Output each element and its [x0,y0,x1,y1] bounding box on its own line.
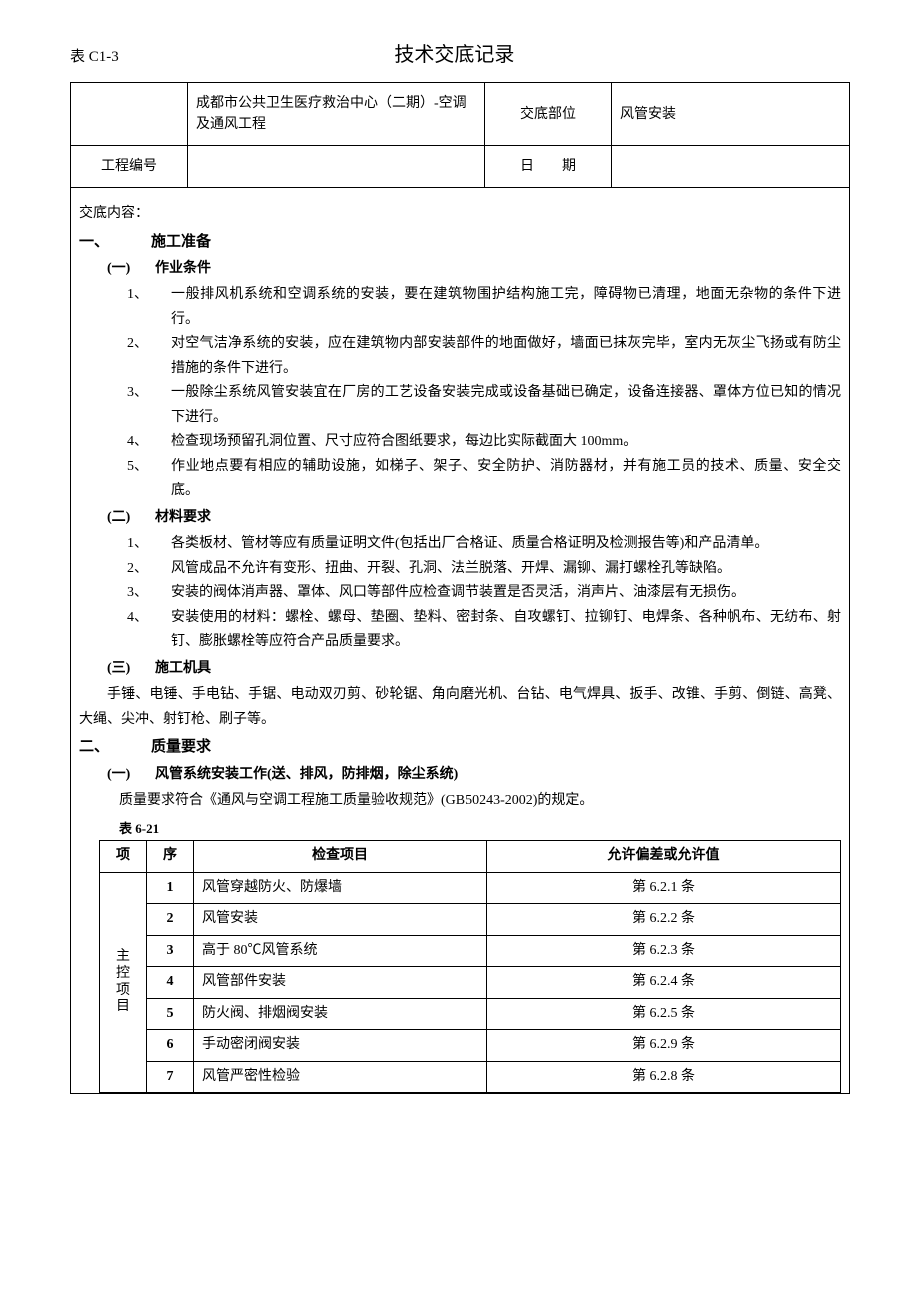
list-item-number: 2、 [127,557,171,582]
project-no-value [188,146,485,188]
value-cell: 第 6.2.5 条 [487,998,841,1030]
list-item: 4、检查现场预留孔洞位置、尺寸应符合图纸要求，每边比实际截面大 100mm。 [127,430,841,455]
sec2-1-title: 风管系统安装工作(送、排风，防排烟，除尘系统) [155,767,458,782]
section-1-3-heading: (三)施工机具 [107,657,841,682]
item-cell: 风管穿越防火、防爆墙 [194,872,487,904]
seq-cell: 2 [147,904,194,936]
inner-table-label: 表 6-21 [119,818,841,841]
sec1-2-num: (二) [107,506,155,531]
value-cell: 第 6.2.9 条 [487,1030,841,1062]
list-item-number: 4、 [127,430,171,455]
item-cell: 高于 80℃风管系统 [194,935,487,967]
section-1-2-heading: (二)材料要求 [107,506,841,531]
th-group: 项 [100,841,147,873]
sec1-2-title: 材料要求 [155,510,211,525]
list-item-number: 5、 [127,455,171,504]
list-item-text: 安装使用的材料：螺栓、螺母、垫圈、垫料、密封条、自攻螺钉、拉铆钉、电焊条、各种帆… [171,606,841,655]
table-row: 2风管安装第 6.2.2 条 [100,904,841,936]
part-value: 风管安装 [612,83,850,146]
table-row: 6手动密闭阀安装第 6.2.9 条 [100,1030,841,1062]
date-label: 日 期 [485,146,612,188]
main-table: 成都市公共卫生医疗救治中心（二期）-空调及通风工程 交底部位 风管安装 工程编号… [70,82,850,1094]
list-item-text: 检查现场预留孔洞位置、尺寸应符合图纸要求，每边比实际截面大 100mm。 [171,430,841,455]
sec1-1-num: (一) [107,257,155,282]
sec1-3-num: (三) [107,657,155,682]
list-item-number: 2、 [127,332,171,381]
list-item: 3、一般除尘系统风管安装宜在厂房的工艺设备安装完成或设备基础已确定，设备连接器、… [127,381,841,430]
quality-table: 项 序 检查项目 允许偏差或允许值 主控项目1风管穿越防火、防爆墙第 6.2.1… [99,840,841,1093]
sec2-1-num: (一) [107,763,155,788]
list-item: 4、安装使用的材料：螺栓、螺母、垫圈、垫料、密封条、自攻螺钉、拉铆钉、电焊条、各… [127,606,841,655]
list-item-text: 作业地点要有相应的辅助设施，如梯子、架子、安全防护、消防器材，并有施工员的技术、… [171,455,841,504]
doc-title: 技术交底记录 [59,40,850,70]
list-item-text: 一般除尘系统风管安装宜在厂房的工艺设备安装完成或设备基础已确定，设备连接器、罩体… [171,381,841,430]
sec2-num: 二、 [79,734,151,760]
list-item-text: 风管成品不允许有变形、扭曲、开裂、孔洞、法兰脱落、开焊、漏铆、漏打螺栓孔等缺陷。 [171,557,841,582]
th-val: 允许偏差或允许值 [487,841,841,873]
project-no-label: 工程编号 [71,146,188,188]
item-cell: 风管严密性检验 [194,1061,487,1093]
value-cell: 第 6.2.4 条 [487,967,841,999]
list-item: 3、安装的阀体消声器、罩体、风口等部件应检查调节装置是否灵活，消声片、油漆层有无… [127,581,841,606]
section-1-heading: 一、施工准备 [79,229,841,255]
date-value [612,146,850,188]
list-item-number: 1、 [127,283,171,332]
sec1-num: 一、 [79,229,151,255]
qual-para: 质量要求符合《通风与空调工程施工质量验收规范》(GB50243-2002)的规定… [119,789,841,814]
table-row: 7风管严密性检验第 6.2.8 条 [100,1061,841,1093]
content-cell: 交底内容： 一、施工准备 (一)作业条件 1、一般排风机系统和空调系统的安装，要… [71,188,850,1094]
project-name-label-cell [71,83,188,146]
value-cell: 第 6.2.1 条 [487,872,841,904]
table-row: 主控项目1风管穿越防火、防爆墙第 6.2.1 条 [100,872,841,904]
list-item-text: 一般排风机系统和空调系统的安装，要在建筑物围护结构施工完，障碍物已清理，地面无杂… [171,283,841,332]
section-2-1-heading: (一)风管系统安装工作(送、排风，防排烟，除尘系统) [107,763,841,788]
content-label: 交底内容： [79,202,841,227]
value-cell: 第 6.2.8 条 [487,1061,841,1093]
list-item: 5、作业地点要有相应的辅助设施，如梯子、架子、安全防护、消防器材，并有施工员的技… [127,455,841,504]
item-cell: 风管部件安装 [194,967,487,999]
list-item-number: 1、 [127,532,171,557]
seq-cell: 3 [147,935,194,967]
seq-cell: 7 [147,1061,194,1093]
seq-cell: 4 [147,967,194,999]
list-item-text: 安装的阀体消声器、罩体、风口等部件应检查调节装置是否灵活，消声片、油漆层有无损伤… [171,581,841,606]
list-item: 2、风管成品不允许有变形、扭曲、开裂、孔洞、法兰脱落、开焊、漏铆、漏打螺栓孔等缺… [127,557,841,582]
seq-cell: 6 [147,1030,194,1062]
value-cell: 第 6.2.3 条 [487,935,841,967]
list-item-number: 3、 [127,581,171,606]
list-item: 2、对空气洁净系统的安装，应在建筑物内部安装部件的地面做好，墙面已抹灰完毕，室内… [127,332,841,381]
sec1-1-title: 作业条件 [155,261,211,276]
seq-cell: 1 [147,872,194,904]
th-seq: 序 [147,841,194,873]
sec1-3-title: 施工机具 [155,661,211,676]
table-row: 3高于 80℃风管系统第 6.2.3 条 [100,935,841,967]
list-item: 1、各类板材、管材等应有质量证明文件(包括出厂合格证、质量合格证明及检测报告等)… [127,532,841,557]
list-item-number: 3、 [127,381,171,430]
section-2-heading: 二、质量要求 [79,734,841,760]
project-name-value: 成都市公共卫生医疗救治中心（二期）-空调及通风工程 [188,83,485,146]
list-item-text: 各类板材、管材等应有质量证明文件(包括出厂合格证、质量合格证明及检测报告等)和产… [171,532,841,557]
list-item: 1、一般排风机系统和空调系统的安装，要在建筑物围护结构施工完，障碍物已清理，地面… [127,283,841,332]
part-label: 交底部位 [485,83,612,146]
item-cell: 防火阀、排烟阀安装 [194,998,487,1030]
section-1-1-heading: (一)作业条件 [107,257,841,282]
list-item-number: 4、 [127,606,171,655]
group-cell: 主控项目 [100,872,147,1093]
sec1-title: 施工准备 [151,234,211,250]
table-row: 4风管部件安装第 6.2.4 条 [100,967,841,999]
sec2-title: 质量要求 [151,739,211,755]
seq-cell: 5 [147,998,194,1030]
item-cell: 手动密闭阀安装 [194,1030,487,1062]
th-item: 检查项目 [194,841,487,873]
sec1-3-para: 手锤、电锤、手电钻、手锯、电动双刃剪、砂轮锯、角向磨光机、台钻、电气焊具、扳手、… [79,683,841,732]
item-cell: 风管安装 [194,904,487,936]
value-cell: 第 6.2.2 条 [487,904,841,936]
table-row: 5防火阀、排烟阀安装第 6.2.5 条 [100,998,841,1030]
list-item-text: 对空气洁净系统的安装，应在建筑物内部安装部件的地面做好，墙面已抹灰完毕，室内无灰… [171,332,841,381]
